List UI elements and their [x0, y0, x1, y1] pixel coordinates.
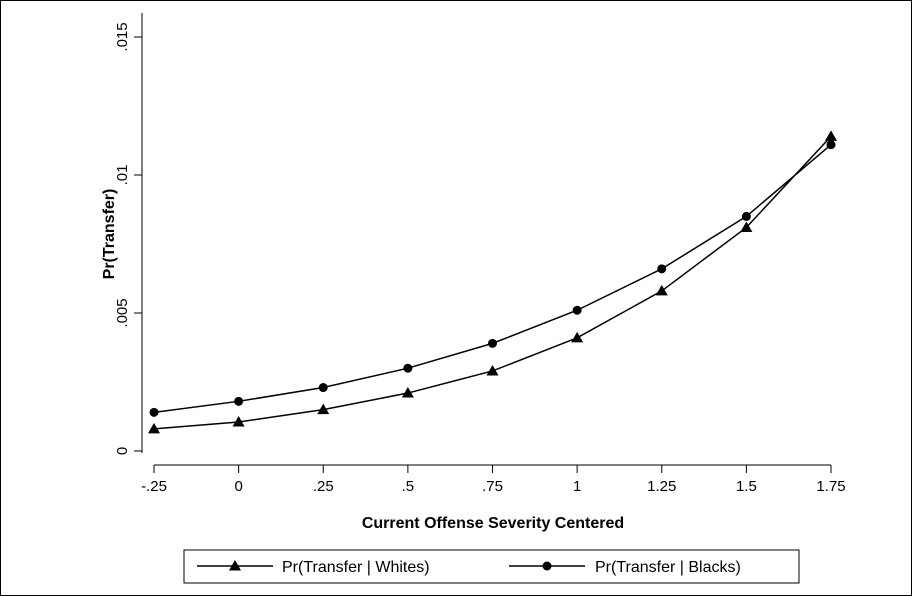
x-tick-label: 0: [234, 478, 242, 495]
y-tick-label: .015: [114, 22, 131, 51]
x-axis-title: Current Offense Severity Centered: [362, 515, 624, 532]
data-point-blacks: [234, 396, 244, 406]
legend-label-blacks: Pr(Transfer | Blacks): [595, 559, 741, 576]
axes: [141, 13, 831, 466]
legend-marker-blacks: [542, 561, 552, 571]
series-whites: [148, 130, 837, 434]
data-point-blacks: [403, 363, 413, 373]
x-tick-label: .25: [313, 478, 334, 495]
x-ticks: -.25 0 .25 .5 .75 1 1.25 1.5 1.75: [141, 465, 846, 495]
data-point-whites: [655, 284, 668, 296]
x-tick-label: 1.5: [736, 478, 757, 495]
data-point-blacks: [741, 211, 751, 221]
series-blacks: [149, 140, 836, 417]
data-point-whites: [740, 221, 753, 232]
data-point-whites: [571, 331, 584, 343]
y-tick-label: .005: [114, 298, 131, 327]
data-point-whites: [401, 387, 414, 398]
x-tick-label: 1: [573, 478, 581, 495]
y-tick-label: .01: [114, 165, 131, 186]
x-tick-label: .75: [482, 478, 503, 495]
x-tick-label: .5: [402, 478, 415, 495]
y-axis-title: Pr(Transfer): [101, 189, 118, 280]
data-point-whites: [148, 422, 160, 434]
data-point-blacks: [488, 338, 497, 348]
y-tick-label: 0: [114, 447, 131, 455]
data-point-blacks: [657, 264, 667, 274]
x-tick-label: 1.25: [647, 478, 676, 495]
data-point-blacks: [149, 407, 159, 417]
x-tick-label: -.25: [141, 478, 167, 495]
x-tick-label: 1.75: [816, 478, 845, 495]
data-point-whites: [486, 364, 499, 376]
legend-box: [183, 549, 800, 584]
legend-label-whites: Pr(Transfer | Whites): [282, 559, 430, 576]
data-point-whites: [317, 403, 330, 415]
series-line-whites: [153, 135, 832, 430]
data-point-blacks: [572, 305, 582, 315]
data-point-whites: [825, 130, 837, 141]
legend: Pr(Transfer | Whites) Pr(Transfer | Black…: [183, 549, 800, 584]
data-point-blacks: [318, 383, 328, 393]
legend-marker-whites: [229, 560, 241, 571]
data-point-blacks: [826, 140, 836, 150]
data-point-whites: [232, 416, 245, 427]
series-layer: [148, 130, 837, 434]
y-ticks: 0 .005 .01 .015: [114, 22, 142, 455]
